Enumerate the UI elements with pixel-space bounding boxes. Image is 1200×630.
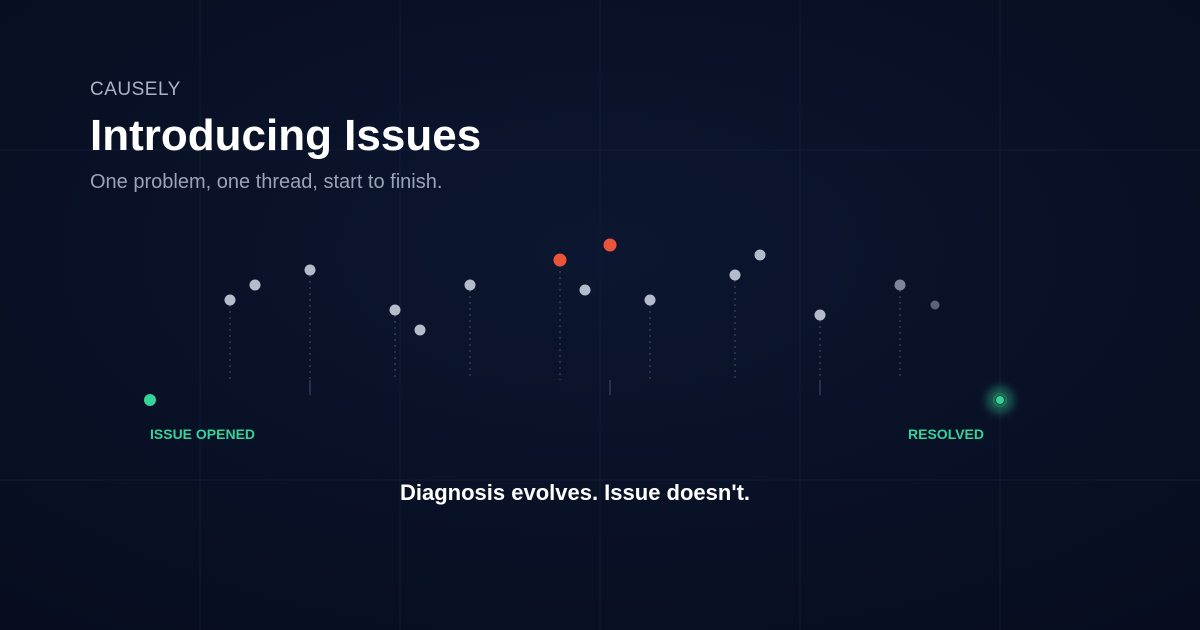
start-label: ISSUE OPENED [150, 426, 255, 442]
end-node [996, 396, 1004, 404]
tagline: Diagnosis evolves. Issue doesn't. [400, 480, 750, 505]
title: Introducing Issues [90, 111, 481, 160]
end-label: RESOLVED [908, 426, 984, 442]
subtitle: One problem, one thread, start to finish… [90, 171, 442, 193]
signal-dots [224, 249, 940, 336]
start-node [144, 394, 156, 406]
stems [229, 265, 901, 380]
brand: CAUSELY [90, 79, 181, 100]
alert-dots [553, 238, 617, 267]
ticks [309, 380, 821, 395]
